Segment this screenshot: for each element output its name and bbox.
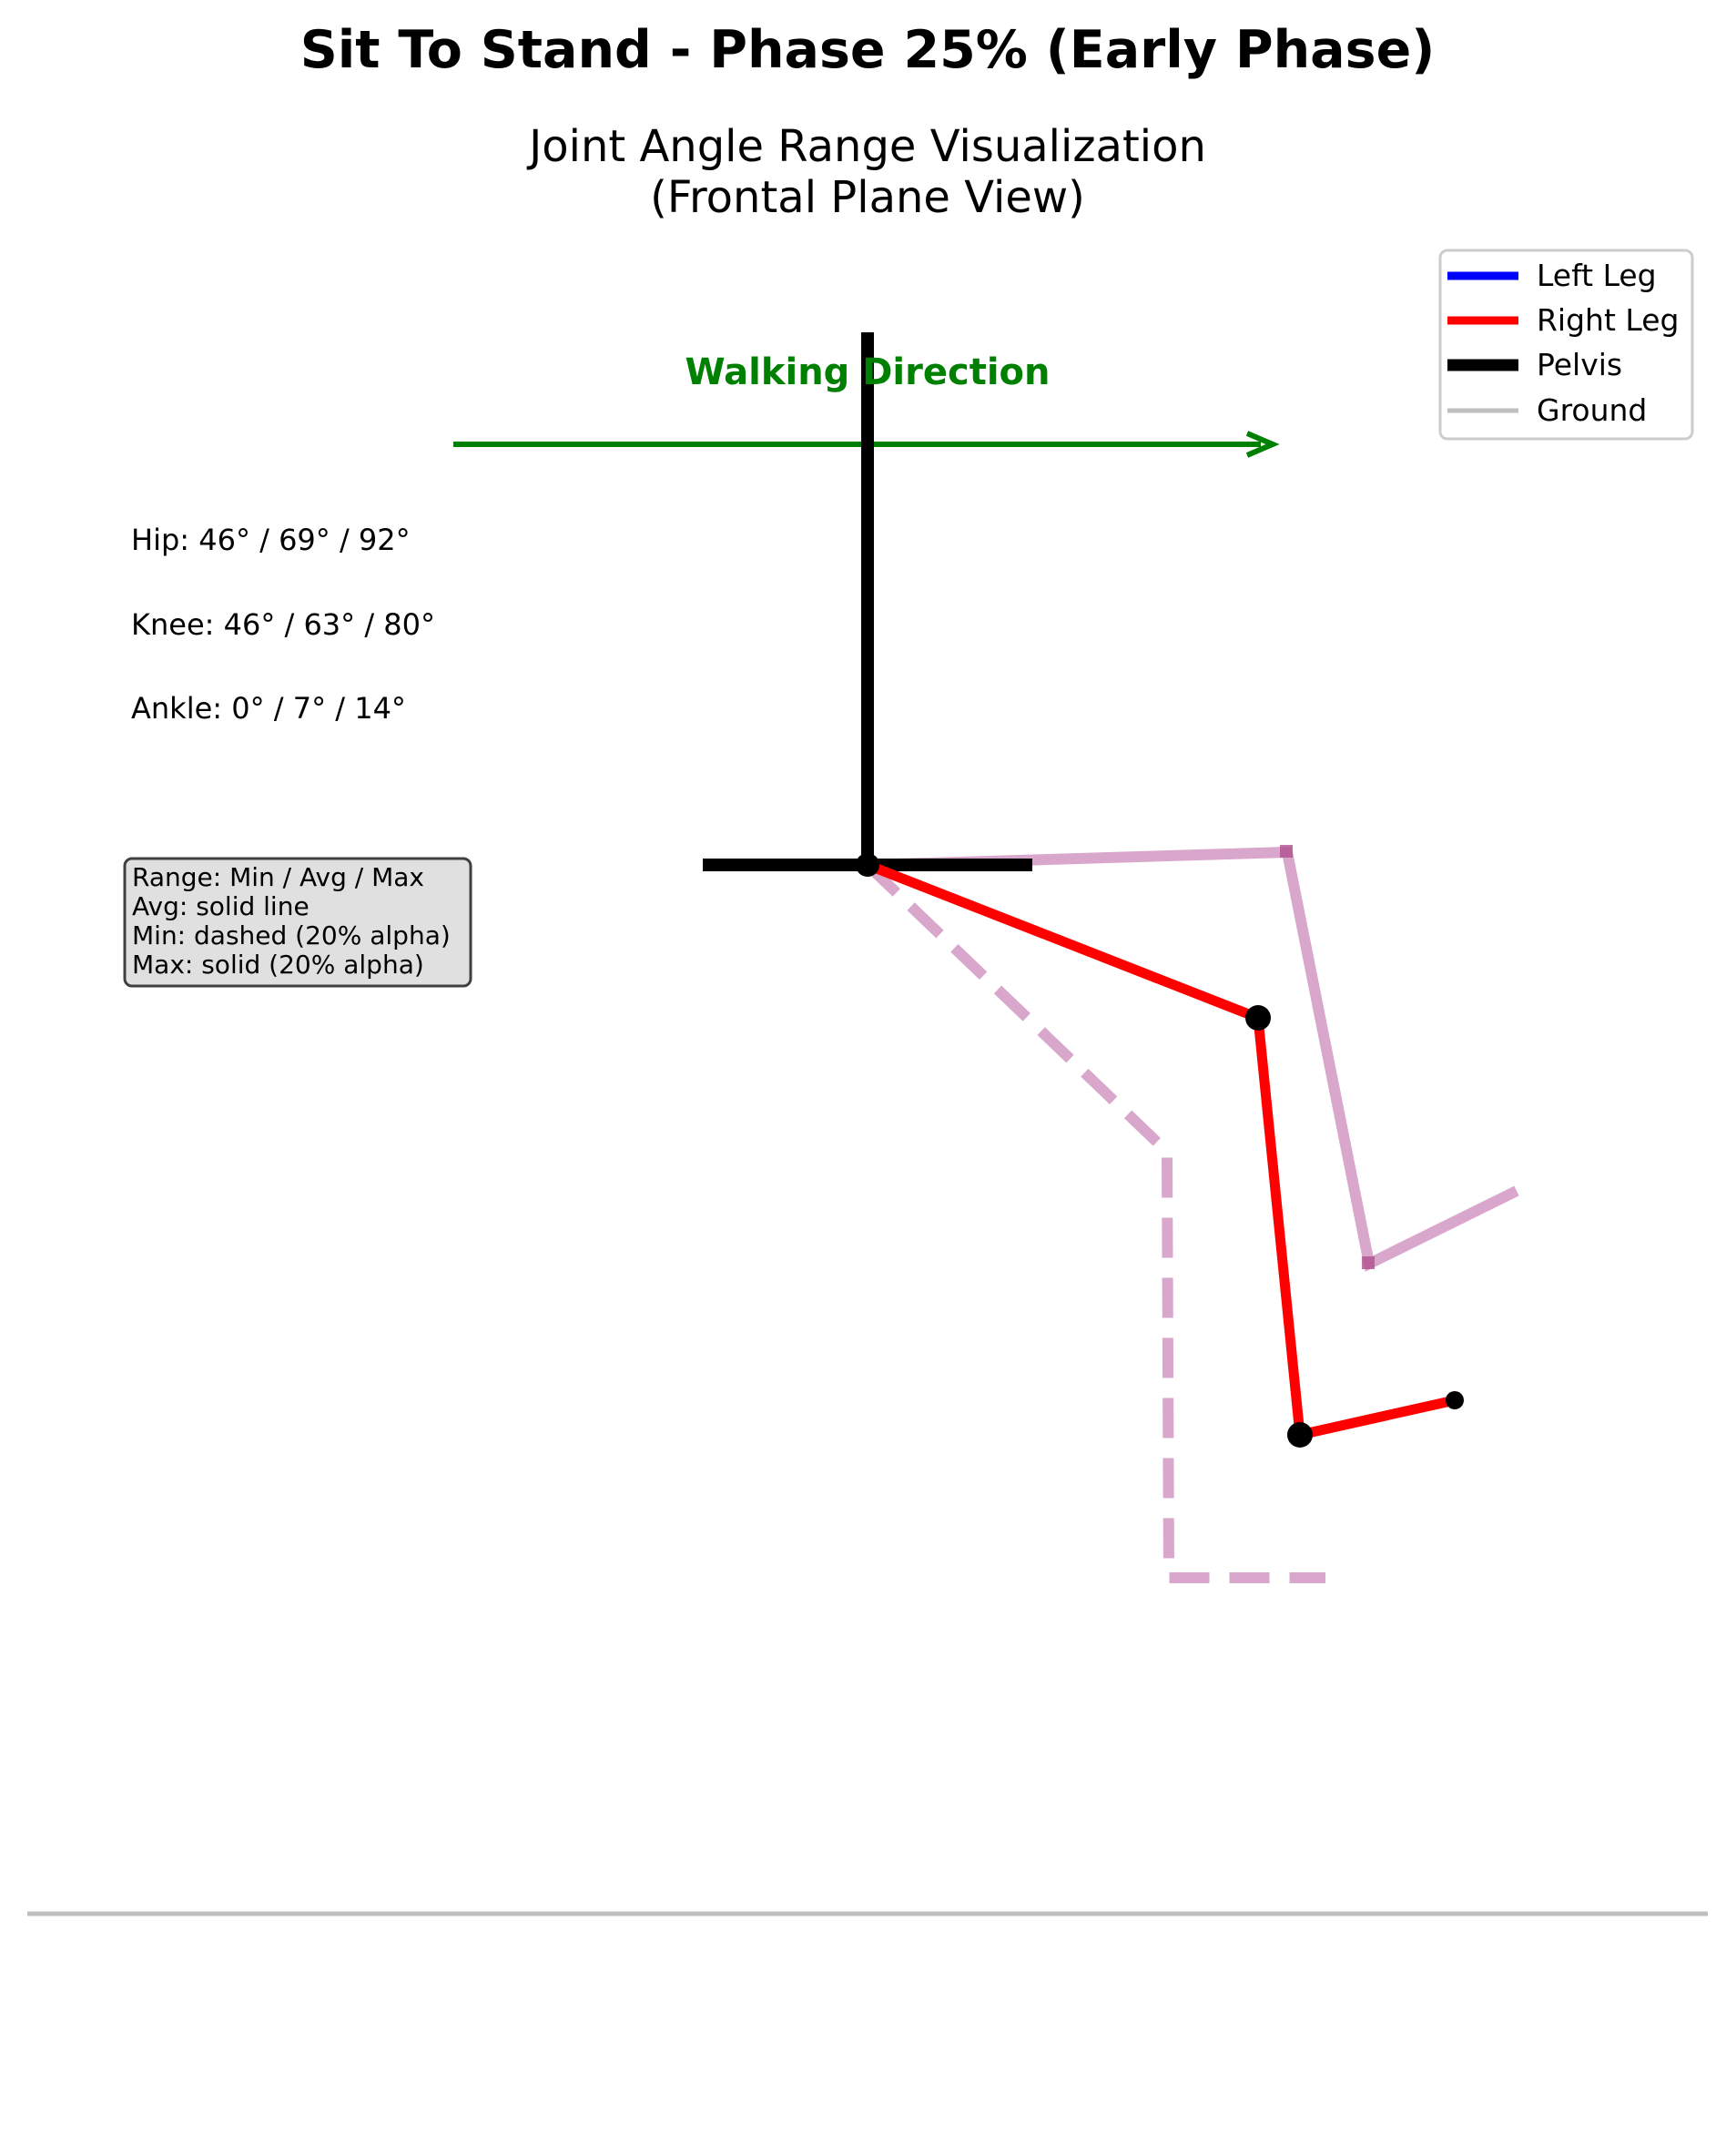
walking-direction-arrowhead [1245,431,1280,458]
figure-title: Sit To Stand - Phase 25% (Early Phase) [300,20,1436,80]
range-info-box [123,857,472,988]
range-info-line-2: Avg: solid line [132,891,310,921]
knee-joint [1245,1005,1271,1031]
legend-label-ground: Ground [1537,392,1647,428]
toe-joint [1446,1391,1464,1409]
ankle-joint [1287,1422,1313,1448]
max-ankle-marker [1362,1256,1375,1269]
range-info-line-3: Min: dashed (20% alpha) [132,920,451,950]
range-info-line-4: Max: solid (20% alpha) [132,950,424,980]
max-range-leg [867,846,1519,1272]
range-info-line-1: Range: Min / Avg / Max [132,862,424,892]
hip-range-label: Hip: 46° / 69° / 92° [131,523,411,557]
subtitle-line-2: (Frontal Plane View) [650,172,1085,223]
walking-direction-label: Walking Direction [685,351,1050,393]
legend-label-left-leg: Left Leg [1537,258,1657,293]
knee-range-label: Knee: 46° / 63° / 80° [131,607,435,642]
min-range-leg [863,860,1325,1583]
legend-label-pelvis: Pelvis [1537,347,1622,382]
max-knee-marker [1280,845,1293,858]
legend: Left Leg Right Leg Pelvis Ground [1438,249,1694,441]
ankle-range-label: Ankle: 0° / 7° / 14° [131,691,406,726]
right-leg-avg [865,859,1457,1441]
legend-label-right-leg: Right Leg [1537,302,1679,338]
hip-joint [856,853,879,877]
subtitle-line-1: Joint Angle Range Visualization [526,121,1206,172]
legend-frame [1438,249,1694,441]
